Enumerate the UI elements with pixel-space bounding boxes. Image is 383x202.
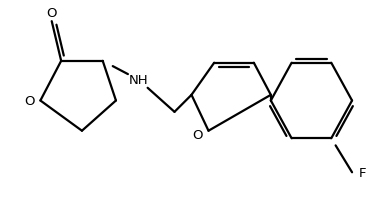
Text: O: O: [46, 7, 57, 20]
Text: O: O: [25, 95, 35, 107]
Text: NH: NH: [129, 74, 149, 87]
Text: O: O: [192, 128, 203, 141]
Text: F: F: [359, 166, 367, 179]
